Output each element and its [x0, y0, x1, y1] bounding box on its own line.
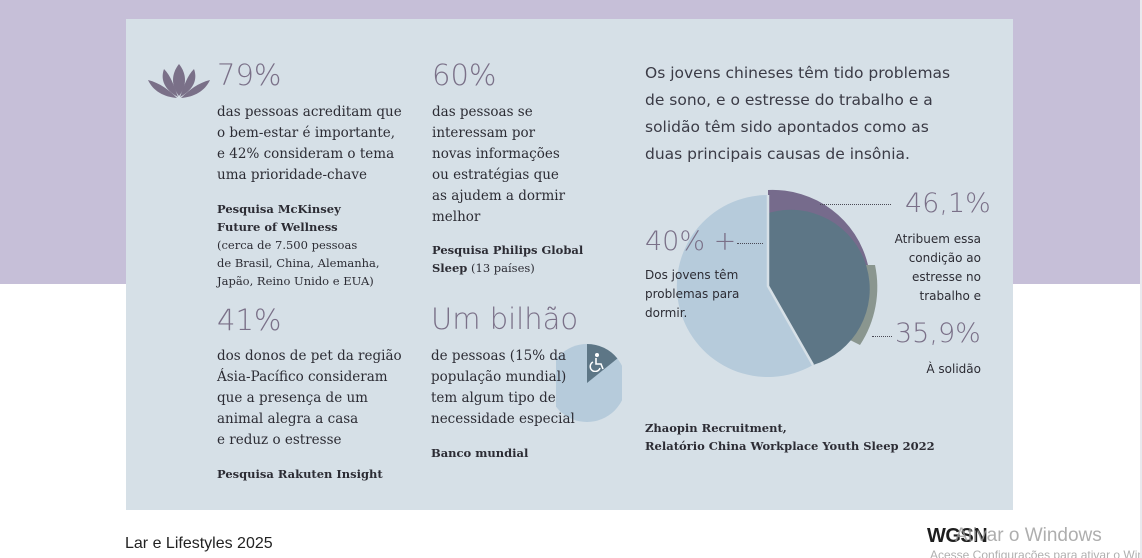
stat-wellbeing-value: 79%: [217, 58, 282, 92]
source-detail: (cerca de 7.500 pessoas de Brasil, China…: [217, 238, 380, 288]
main-label: Dos jovens têm problemas para dormir.: [645, 268, 740, 320]
window-edge: [1140, 0, 1142, 558]
source-detail: (13 países): [467, 261, 535, 275]
source-title: Pesquisa McKinsey Future of Wellness: [217, 202, 341, 234]
stat-pets-value: 41%: [217, 303, 282, 337]
source-title: Pesquisa Philips Global Sleep: [432, 243, 584, 275]
leader-line: [737, 243, 763, 244]
stat-disability-value: Um bilhão: [431, 302, 579, 336]
accessibility-icon: [589, 353, 604, 372]
stat-sleep-info-text: das pessoas se interessam por novas info…: [432, 104, 566, 225]
source-title: Banco mundial: [431, 446, 529, 460]
stress-label: Atribuem essa condição ao estresse no tr…: [894, 232, 981, 303]
stat-disability-text: de pessoas (15% da população mundial) te…: [431, 348, 575, 427]
loneliness-label: À solidão: [926, 362, 981, 376]
sleep-source: Zhaopin Recruitment, Relatório China Wor…: [645, 419, 945, 455]
lotus-icon: [148, 64, 210, 98]
stat-wellbeing-source: Pesquisa McKinsey Future of Wellness (ce…: [217, 200, 417, 290]
disability-share-pie: [556, 344, 622, 422]
source-title: Pesquisa Rakuten Insight: [217, 467, 383, 481]
stat-sleep-info-source: Pesquisa Philips Global Sleep (13 países…: [432, 241, 602, 277]
windows-activation-hint: Acesse Configurações para ativar o Windo…: [930, 548, 1140, 558]
leader-line: [872, 336, 892, 337]
chart-segment-main: [768, 209, 870, 365]
source-line-1: Zhaopin Recruitment,: [645, 421, 787, 435]
leader-line: [820, 204, 891, 205]
sleep-headline: Os jovens chineses têm tido problemas de…: [645, 64, 951, 163]
sleep-causes-chart: [676, 189, 878, 377]
stress-value: 46,1%: [905, 188, 991, 219]
wgsn-logo: WGSN: [927, 525, 988, 547]
stat-disability-source: Banco mundial: [431, 444, 581, 462]
source-line-2: Relatório China Workplace Youth Sleep 20…: [645, 439, 935, 453]
loneliness-value: 35,9%: [895, 318, 981, 349]
stat-pets-text: dos donos de pet da região Ásia-Pacífico…: [217, 348, 402, 448]
page-footer-title: Lar e Lifestyles 2025: [125, 535, 273, 552]
stat-sleep-info-value: 60%: [432, 58, 497, 92]
chart-segment-no-sleep: [676, 194, 813, 377]
main-value: 40% +: [645, 226, 737, 257]
stat-pets-source: Pesquisa Rakuten Insight: [217, 465, 417, 483]
stat-wellbeing-text: das pessoas acreditam que o bem-estar é …: [217, 104, 402, 183]
windows-activation-watermark: Ativar o Windows: [955, 525, 1102, 546]
